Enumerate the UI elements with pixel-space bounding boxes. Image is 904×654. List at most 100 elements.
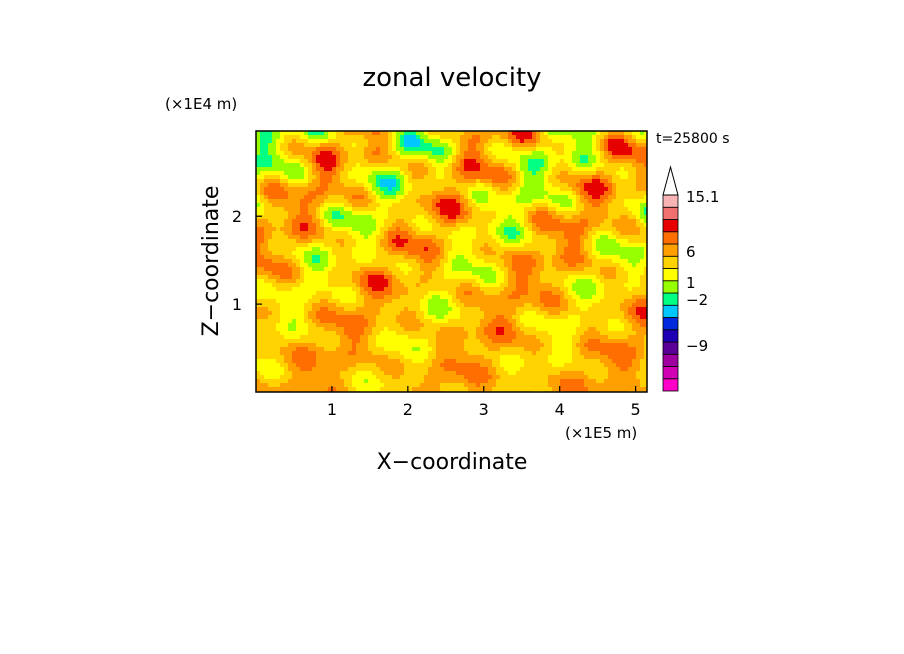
heatmap-cell xyxy=(516,267,521,272)
heatmap-cell xyxy=(632,219,637,224)
heatmap-cell xyxy=(472,323,477,328)
heatmap-cell xyxy=(644,231,647,236)
heatmap-cell xyxy=(424,227,429,232)
heatmap-cell xyxy=(624,331,629,336)
heatmap-cell xyxy=(420,239,425,244)
heatmap-cell xyxy=(524,263,529,268)
heatmap-cell xyxy=(476,135,481,140)
heatmap-cell xyxy=(564,203,569,208)
heatmap-cell xyxy=(332,231,337,236)
heatmap-cell xyxy=(408,267,413,272)
heatmap-cell xyxy=(516,143,521,148)
heatmap-cell xyxy=(580,243,585,248)
heatmap-cell xyxy=(296,271,301,276)
heatmap-cell xyxy=(488,155,493,160)
heatmap-cell xyxy=(584,191,589,196)
heatmap-cell xyxy=(364,311,369,316)
heatmap-cell xyxy=(324,227,329,232)
heatmap-cell xyxy=(552,195,557,200)
heatmap-cell xyxy=(468,183,473,188)
heatmap-cell xyxy=(412,131,417,136)
heatmap-cell xyxy=(424,279,429,284)
heatmap-cell xyxy=(532,147,537,152)
heatmap-cell xyxy=(432,291,437,296)
heatmap-cell xyxy=(488,211,493,216)
heatmap-cell xyxy=(444,331,449,336)
heatmap-cell xyxy=(560,263,565,268)
heatmap-cell xyxy=(524,143,529,148)
heatmap-cell xyxy=(580,199,585,204)
heatmap-cell xyxy=(364,247,369,252)
heatmap-cell xyxy=(544,199,549,204)
heatmap-cell xyxy=(308,203,313,208)
heatmap-cell xyxy=(372,179,377,184)
heatmap-cell xyxy=(592,211,597,216)
heatmap-cell xyxy=(636,143,641,148)
heatmap-cell xyxy=(256,135,261,140)
heatmap-cell xyxy=(376,143,381,148)
heatmap-cell xyxy=(292,135,297,140)
heatmap-cell xyxy=(512,331,517,336)
heatmap-cell xyxy=(612,215,617,220)
heatmap-cell xyxy=(388,231,393,236)
heatmap-cell xyxy=(456,235,461,240)
heatmap-cell xyxy=(288,155,293,160)
heatmap-cell xyxy=(448,247,453,252)
heatmap-cell xyxy=(488,131,493,136)
heatmap-cell xyxy=(372,211,377,216)
heatmap-cell xyxy=(356,171,361,176)
heatmap-cell xyxy=(624,311,629,316)
heatmap-cell xyxy=(376,327,381,332)
heatmap-cell xyxy=(584,207,589,212)
heatmap-cell xyxy=(564,283,569,288)
heatmap-cell xyxy=(424,271,429,276)
heatmap-cell xyxy=(272,291,277,296)
heatmap-cell xyxy=(448,231,453,236)
heatmap-cell xyxy=(376,311,381,316)
heatmap-cell xyxy=(296,203,301,208)
heatmap-cell xyxy=(312,159,317,164)
heatmap-cell xyxy=(512,239,517,244)
heatmap-cell xyxy=(472,211,477,216)
heatmap-cell xyxy=(372,131,377,136)
heatmap-cell xyxy=(512,259,517,264)
heatmap-cell xyxy=(628,235,633,240)
heatmap-cell xyxy=(540,155,545,160)
heatmap-cell xyxy=(500,303,505,308)
heatmap-cell xyxy=(596,227,601,232)
heatmap-cell xyxy=(460,167,465,172)
heatmap-cell xyxy=(348,243,353,248)
heatmap-cell xyxy=(596,219,601,224)
heatmap-cell xyxy=(548,255,553,260)
heatmap-cell xyxy=(532,247,537,252)
heatmap-cell xyxy=(448,291,453,296)
heatmap-cell xyxy=(528,279,533,284)
heatmap-cell xyxy=(596,139,601,144)
heatmap-cell xyxy=(544,135,549,140)
heatmap-cell xyxy=(580,211,585,216)
heatmap-cell xyxy=(556,171,561,176)
heatmap-cell xyxy=(312,207,317,212)
heatmap-cell xyxy=(440,231,445,236)
heatmap-cell xyxy=(568,259,573,264)
heatmap-cell xyxy=(408,163,413,168)
heatmap-cell xyxy=(420,171,425,176)
heatmap-cell xyxy=(424,179,429,184)
heatmap-cell xyxy=(640,187,645,192)
heatmap-cell xyxy=(296,275,301,280)
heatmap-cell xyxy=(480,275,485,280)
heatmap-cell xyxy=(480,183,485,188)
heatmap-cell xyxy=(404,163,409,168)
heatmap-cell xyxy=(292,319,297,324)
heatmap-cell xyxy=(620,323,625,328)
heatmap-cell xyxy=(380,131,385,136)
heatmap-cell xyxy=(416,279,421,284)
heatmap-cell xyxy=(476,251,481,256)
heatmap-cell xyxy=(616,331,621,336)
heatmap-cell xyxy=(356,175,361,180)
heatmap-cell xyxy=(464,179,469,184)
heatmap-cell xyxy=(336,139,341,144)
heatmap-cell xyxy=(368,235,373,240)
heatmap-cell xyxy=(616,279,621,284)
heatmap-cell xyxy=(440,307,445,312)
